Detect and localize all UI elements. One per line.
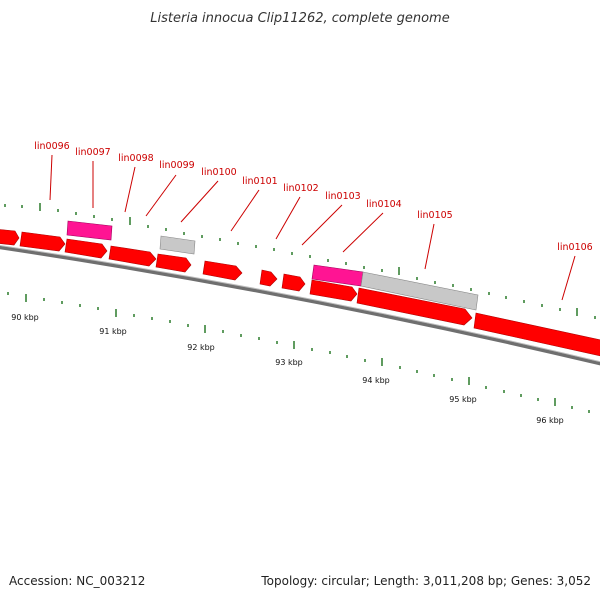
gene-label: lin0099: [159, 160, 194, 171]
gene-label: lin0106: [557, 242, 592, 253]
scale-label: 95 kbp: [449, 395, 477, 404]
gene-label: lin0104: [366, 199, 401, 210]
accession-text: Accession: NC_003212: [9, 574, 145, 588]
genome-summary-text: Topology: circular; Length: 3,011,208 bp…: [260, 574, 591, 588]
gene-cds-lin0103-arrow[interactable]: [281, 273, 306, 292]
gene-cds-lin0097-arrow[interactable]: [64, 238, 108, 259]
scale-label: 94 kbp: [362, 376, 390, 385]
gene-label: lin0100: [201, 167, 236, 178]
inner-tick-track: [7, 292, 590, 413]
gene-cds-lin0102[interactable]: [259, 269, 278, 287]
gene-rna-lin0097[interactable]: [66, 220, 113, 241]
gene-label-leaders: [49, 154, 576, 301]
scale-label: 93 kbp: [275, 358, 303, 367]
gene-cds-lin0104-arrow[interactable]: [309, 279, 358, 302]
gene-cds-lin0098[interactable]: [108, 245, 157, 267]
forward-strand-features: [66, 220, 479, 311]
gene-cds-lin0095[interactable]: [0, 229, 20, 246]
gene-label: lin0098: [118, 153, 153, 164]
outer-tick-track: [4, 203, 596, 319]
gene-cds-lin0106[interactable]: [473, 312, 600, 358]
gene-pseudo-lin0104[interactable]: [360, 271, 479, 311]
gene-cds-lin0096[interactable]: [19, 231, 66, 252]
gene-cds-lin0105[interactable]: [356, 287, 473, 326]
scale-labels: 90 kbp 91 kbp 92 kbp 93 kbp 94 kbp 95 kb…: [11, 313, 564, 425]
gene-cds-lin0100[interactable]: [155, 253, 192, 273]
gene-label: lin0105: [417, 210, 452, 221]
scale-label: 90 kbp: [11, 313, 39, 322]
gene-pseudo-lin0099[interactable]: [159, 235, 196, 255]
scale-label: 91 kbp: [99, 327, 127, 336]
gene-cds-lin0101[interactable]: [202, 260, 243, 281]
gene-label: lin0103: [325, 191, 360, 202]
genome-backbone-highlight: [0, 244, 600, 363]
genome-backbone: [0, 245, 600, 366]
cds-track: [0, 229, 600, 358]
gene-label: lin0097: [75, 147, 110, 158]
gene-label: lin0096: [34, 141, 69, 152]
scale-label: 96 kbp: [536, 416, 564, 425]
gene-label: lin0101: [242, 176, 277, 187]
scale-label: 92 kbp: [187, 343, 215, 352]
gene-label: lin0102: [283, 183, 318, 194]
gene-labels: lin0096 lin0097 lin0098 lin0099 lin0100 …: [34, 141, 592, 253]
map-title: Listeria innocua Clip11262, complete gen…: [150, 11, 449, 26]
